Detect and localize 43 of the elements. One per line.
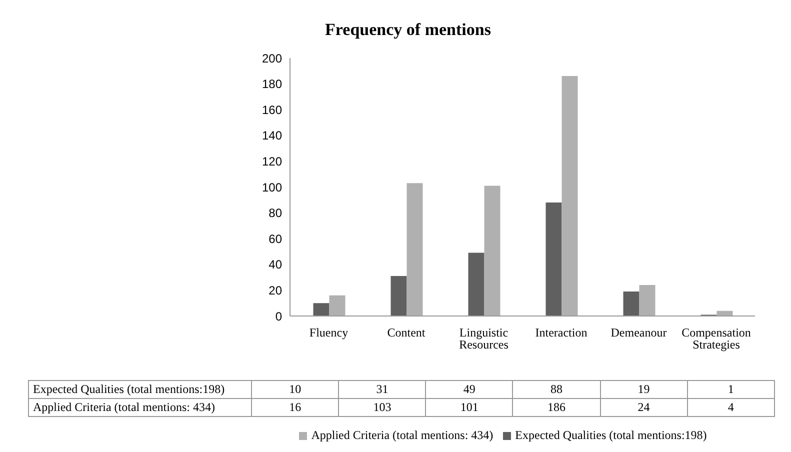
data-label: 101: [426, 398, 513, 416]
y-tick-label: 20: [268, 283, 282, 298]
data-label: 16: [252, 398, 339, 416]
chart-title: Frequency of mentions: [324, 20, 492, 40]
bar: [484, 186, 500, 316]
x-tick-label: Linguistic Resources: [459, 326, 509, 352]
y-tick-label: 60: [268, 232, 282, 246]
legend-label: Applied Criteria (total mentions: 434): [311, 428, 494, 442]
data-label: 10: [252, 380, 339, 398]
data-table: Expected Qualities (total mentions:198) 10 31 49 88 19 1 Applied Criteria (total mentions: 434) 16 103 101 186 24 4: [28, 380, 775, 417]
x-tick-label: Content: [387, 326, 426, 340]
y-tick-label: 180: [262, 77, 282, 92]
data-label: 49: [426, 380, 513, 398]
data-label: 1: [687, 380, 774, 398]
y-tick-label: 80: [268, 206, 282, 220]
legend-label: Expected Qualities (total mentions:198): [515, 428, 707, 442]
bar: [406, 183, 423, 316]
y-tick-label: 140: [262, 128, 282, 143]
data-label: 19: [600, 380, 688, 398]
data-label: 186: [512, 398, 600, 416]
bar: [562, 76, 578, 316]
bar: [546, 202, 562, 316]
bar: [623, 291, 640, 316]
data-label: 24: [600, 398, 688, 416]
bar: [639, 285, 656, 316]
data-label: 103: [338, 398, 426, 416]
x-tick-label: Compensation Strategies: [682, 326, 751, 352]
y-tick-label: 160: [262, 102, 282, 117]
bar: [313, 303, 330, 316]
y-tick-label: 0: [275, 309, 282, 324]
x-tick-label: Interaction: [535, 326, 588, 340]
y-tick-label: 40: [268, 258, 282, 272]
bar: [390, 276, 407, 316]
y-tick-label: 200: [262, 51, 282, 66]
data-label: 88: [512, 380, 600, 398]
y-tick-label: 120: [262, 154, 282, 168]
bar: [468, 252, 484, 316]
data-label: 31: [338, 380, 426, 398]
bar: [329, 295, 346, 316]
data-label: 4: [687, 398, 774, 416]
x-tick-label: Fluency: [309, 326, 348, 340]
x-tick-label: Demeanour: [610, 326, 667, 340]
y-tick-label: 100: [262, 180, 282, 194]
